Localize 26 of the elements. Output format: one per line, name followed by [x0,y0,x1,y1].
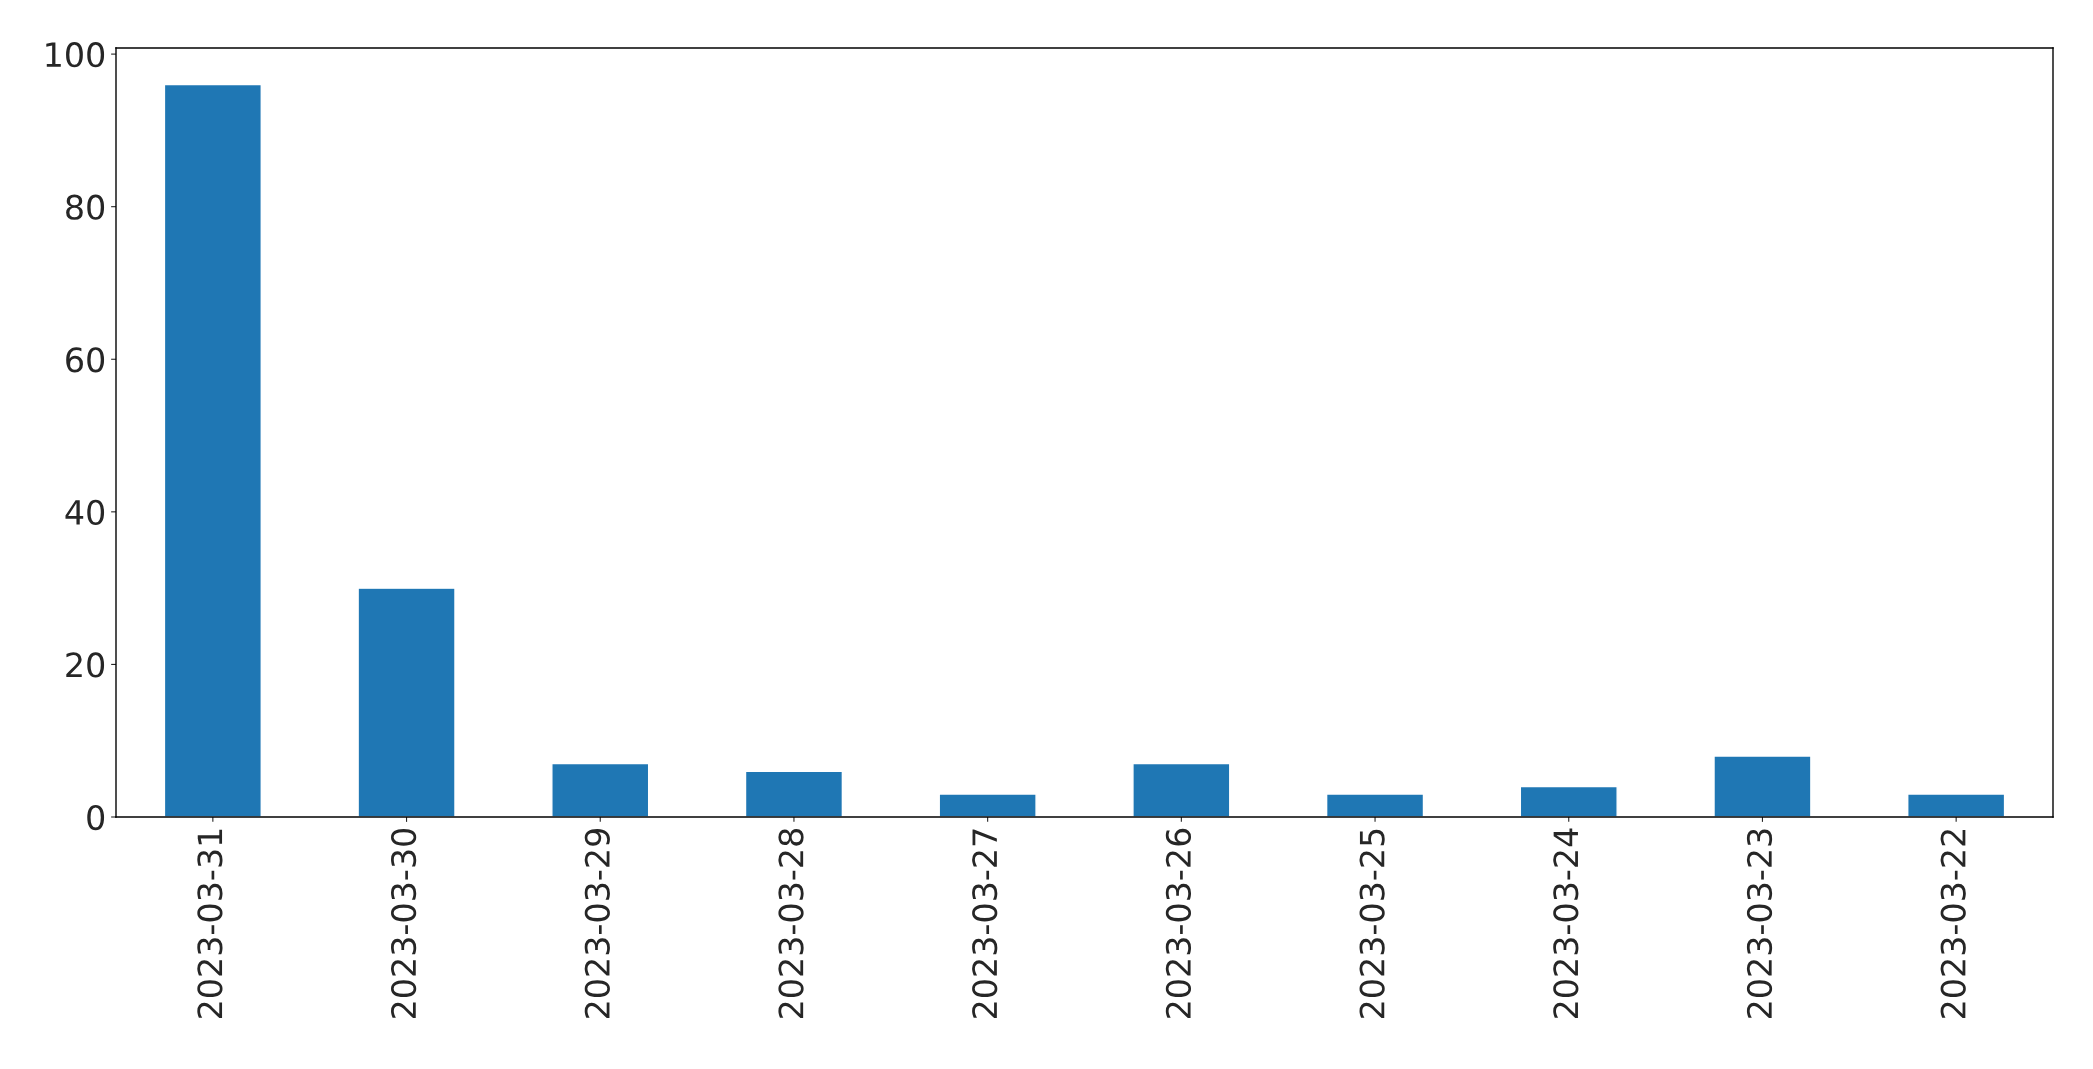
y-tick-label: 0 [87,804,105,831]
bar [1907,793,2006,817]
bar [357,587,456,817]
x-tick-label: 2023-03-23 [1746,829,1773,1018]
y-tick-label: 20 [66,652,105,678]
bar [1519,785,1618,817]
bar [744,770,844,817]
y-tick-label: 60 [66,347,105,373]
bar [1132,762,1231,817]
bar [1713,755,1812,817]
bar [551,762,650,817]
x-tick-label: 2023-03-29 [584,829,610,1018]
bar [938,793,1037,817]
x-tick-label: 2023-03-24 [1553,828,1579,1018]
bar [163,83,262,817]
y-tick-label: 40 [65,499,105,525]
x-tick-label: 2023-03-31 [197,829,223,1018]
y-tick-label: 80 [66,194,105,220]
x-tick-label: 2023-03-22 [1940,830,1966,1018]
x-tick-label: 2023-03-26 [1165,828,1192,1018]
x-tick-label: 2023-03-28 [778,829,804,1018]
y-tick-label: 100 [46,42,105,68]
x-tick-label: 2023-03-30 [391,828,417,1018]
bar [1325,793,1425,817]
x-tick-label: 2023-03-27 [972,829,998,1018]
x-tick-label: 2023-03-25 [1359,829,1385,1018]
